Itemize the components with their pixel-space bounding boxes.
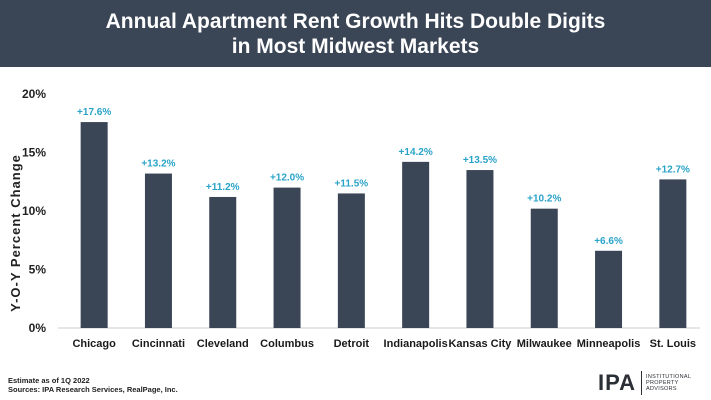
bar: [659, 179, 687, 328]
data-label: +6.6%: [594, 236, 623, 247]
data-label: +13.5%: [463, 155, 497, 166]
logo-divider: [641, 371, 643, 395]
category-label: Columbus: [260, 338, 314, 350]
sources-note: Sources: IPA Research Services, RealPage…: [8, 385, 178, 394]
footer-notes: Estimate as of 1Q 2022 Sources: IPA Rese…: [8, 376, 178, 394]
bar: [80, 122, 108, 328]
data-label: +10.2%: [527, 194, 561, 205]
bar-chart: Y-O-Y Percent Change 0% 5% 10% 15% 20% +17.6…: [8, 87, 700, 350]
category-label: Milwaukee: [517, 338, 572, 350]
y-ticks: 0% 5% 10% 15% 20%: [22, 87, 46, 335]
category-label: Kansas City: [448, 338, 512, 350]
category-label: Chicago: [72, 338, 116, 350]
y-tick-label: 15%: [22, 146, 46, 160]
data-labels: +17.6% +13.2% +11.2% +12.0% +11.5% +14.2% +13.…: [77, 107, 690, 247]
y-tick-label: 0%: [29, 321, 47, 335]
data-label: +17.6%: [77, 107, 111, 118]
estimate-note: Estimate as of 1Q 2022: [8, 376, 90, 385]
logo-wordmark: IPA: [598, 370, 637, 395]
chart-title-line-1: Annual Apartment Rent Growth Hits Double…: [105, 9, 606, 33]
category-label: Indianapolis: [384, 338, 448, 350]
bar: [144, 173, 172, 328]
data-label: +12.0%: [270, 173, 304, 184]
category-labels: Chicago Cincinnati Cleveland Columbus Detroi…: [72, 338, 696, 350]
category-label: Cincinnati: [132, 338, 185, 350]
bar: [209, 196, 237, 328]
data-label: +14.2%: [399, 147, 433, 158]
category-label: Cleveland: [197, 338, 249, 350]
ipa-logo: IPA INSTITUTIONAL PROPERTY ADVISORS: [598, 369, 691, 397]
data-label: +13.2%: [141, 159, 175, 170]
category-label: St. Louis: [650, 338, 696, 350]
bar: [530, 208, 558, 328]
bar: [466, 170, 494, 328]
category-label: Detroit: [334, 338, 370, 350]
y-tick-label: 10%: [22, 204, 46, 218]
bars: [80, 122, 687, 328]
category-label: Minneapolis: [577, 338, 641, 350]
chart-area: Y-O-Y Percent Change 0% 5% 10% 15% 20% +17.6…: [0, 67, 711, 357]
y-tick-label: 20%: [22, 87, 46, 101]
bar: [402, 161, 430, 328]
logo-subtitle: INSTITUTIONAL PROPERTY ADVISORS: [646, 373, 692, 393]
chart-title-line-2: in Most Midwest Markets: [231, 34, 480, 58]
bar: [595, 250, 623, 328]
data-label: +12.7%: [656, 164, 690, 175]
data-label: +11.2%: [206, 182, 240, 193]
bar: [337, 193, 365, 328]
data-label: +11.5%: [335, 178, 369, 189]
chart-title: Annual Apartment Rent Growth Hits Double…: [0, 0, 711, 67]
y-tick-label: 5%: [29, 263, 47, 277]
bar: [273, 187, 301, 328]
y-axis-label: Y-O-Y Percent Change: [8, 154, 23, 312]
